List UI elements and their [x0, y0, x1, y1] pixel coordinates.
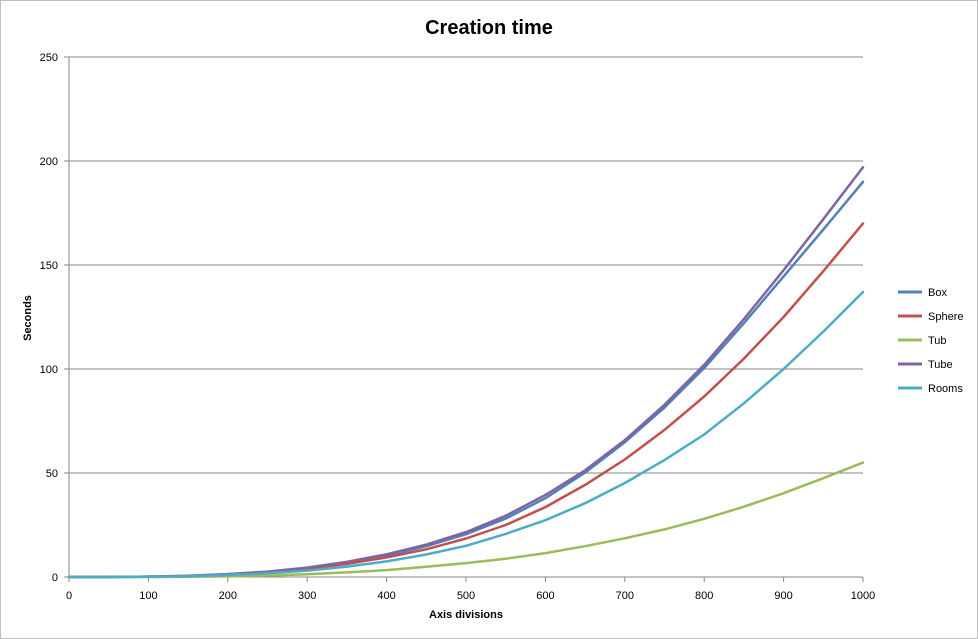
y-tick-label: 250: [40, 52, 58, 64]
tick-labels: 0 50 100 150 200 250 0 100 200 300 400 500 600 700 800…: [40, 52, 876, 602]
y-tick-label: 150: [40, 260, 58, 272]
series-lines: [67, 165, 865, 579]
legend-entry-box: Box: [898, 287, 947, 299]
x-tick-label: 600: [536, 590, 554, 602]
x-axis-title: Axis divisions: [429, 609, 503, 621]
legend-entry-tube: Tube: [898, 359, 953, 371]
series-line-box: [67, 180, 865, 579]
chart-title: Creation time: [425, 17, 553, 39]
legend-label: Tube: [928, 359, 953, 371]
x-tick-label: 0: [66, 590, 72, 602]
legend-label: Sphere: [928, 311, 963, 323]
x-tick-label: 300: [298, 590, 316, 602]
legend-label: Tub: [928, 335, 947, 347]
legend-label: Rooms: [928, 383, 963, 395]
x-tick-label: 1000: [851, 590, 875, 602]
legend-entry-sphere: Sphere: [898, 311, 963, 323]
legend-entry-tub: Tub: [898, 335, 947, 347]
series-line-tube: [67, 165, 865, 579]
y-tick-label: 50: [46, 468, 58, 480]
x-tick-label: 200: [219, 590, 237, 602]
y-tick-label: 100: [40, 364, 58, 376]
series-line-rooms: [67, 290, 865, 579]
series-line-sphere: [67, 222, 865, 579]
series-line-tub: [67, 461, 865, 579]
y-tick-label: 200: [40, 156, 58, 168]
x-tick-label: 100: [139, 590, 157, 602]
legend-entry-rooms: Rooms: [898, 383, 963, 395]
gridlines: [69, 56, 863, 474]
y-tick-label: 0: [52, 572, 58, 584]
legend: Box Sphere Tub Tube Rooms: [898, 287, 963, 395]
x-tick-label: 500: [457, 590, 475, 602]
legend-label: Box: [928, 287, 947, 299]
x-tick-label: 700: [616, 590, 634, 602]
y-axis-title: Seconds: [22, 295, 34, 341]
x-tick-label: 900: [774, 590, 792, 602]
x-tick-label: 400: [377, 590, 395, 602]
x-tick-label: 800: [695, 590, 713, 602]
